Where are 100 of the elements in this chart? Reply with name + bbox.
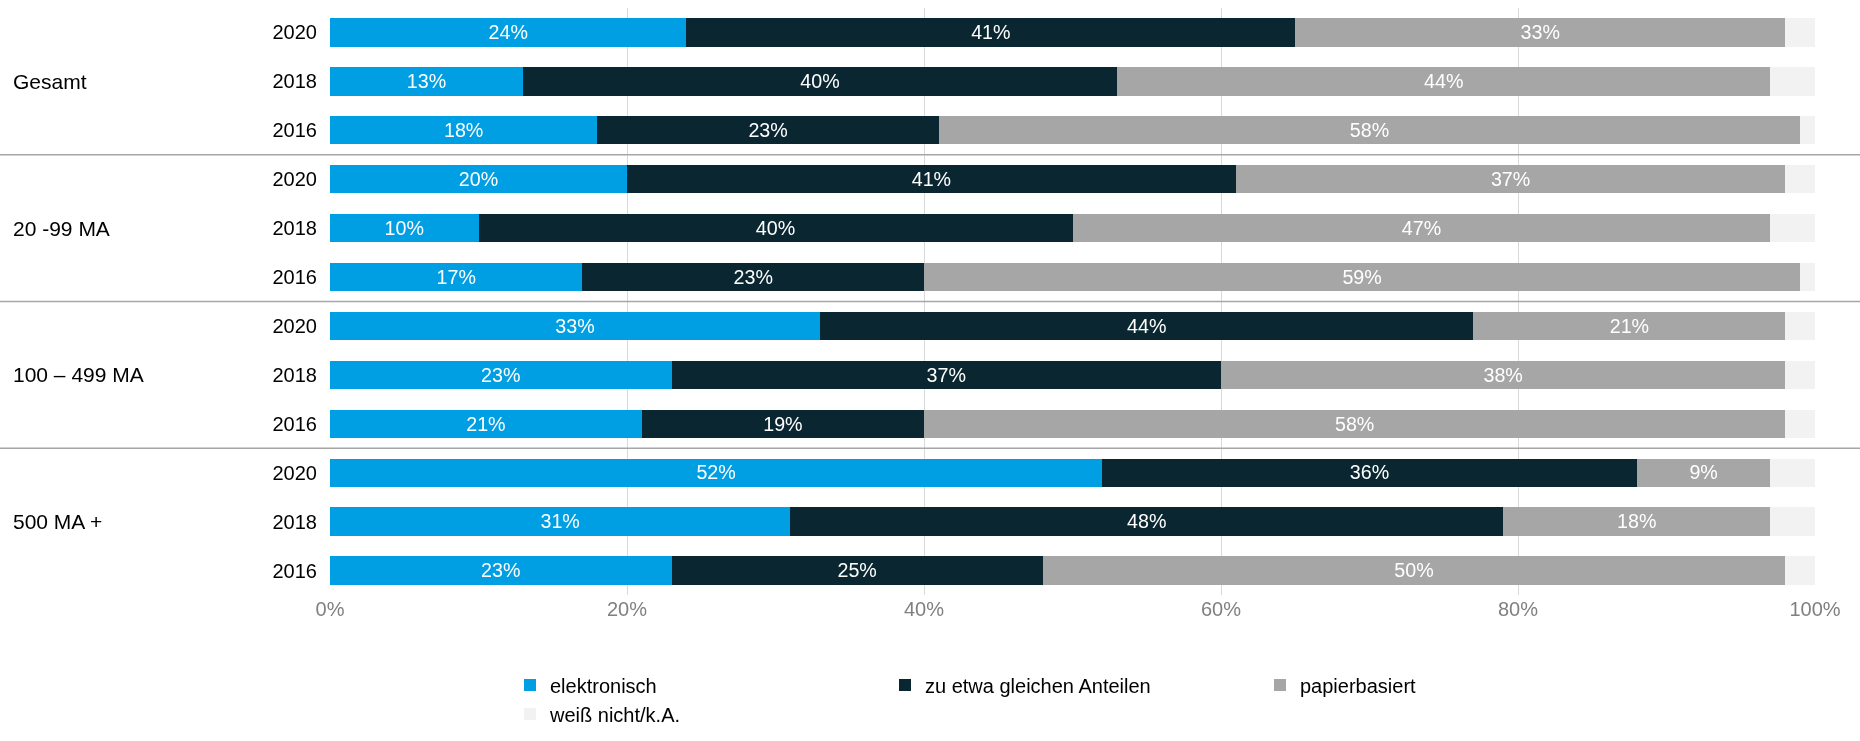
bar (1785, 311, 1815, 341)
data-label: 59% (1342, 265, 1382, 288)
data-label: 18% (1617, 510, 1657, 533)
x-tick-label: 60% (1200, 598, 1242, 620)
bar (627, 165, 1236, 194)
x-tick-label: 80% (1497, 598, 1539, 620)
data-label: 23% (481, 559, 521, 582)
bar (597, 116, 939, 145)
bar (1785, 165, 1815, 194)
data-label: 48% (1127, 510, 1167, 533)
bar (1800, 262, 1815, 292)
data-label: 47% (1401, 216, 1442, 239)
data-label: 38% (1483, 363, 1523, 386)
bar (671, 360, 1221, 390)
data-label: 20% (458, 167, 499, 190)
text: 500 MA + (13, 510, 103, 533)
data-label: 21% (1609, 314, 1650, 337)
bar (1785, 18, 1815, 47)
x-tick-label: 40% (903, 598, 945, 620)
bar (1473, 311, 1786, 341)
data-label: 33% (555, 314, 595, 337)
bar (671, 556, 1043, 585)
bar (330, 409, 642, 438)
bar (1785, 556, 1815, 585)
bar (820, 311, 1474, 341)
bar (790, 507, 1504, 536)
data-label: 33% (1520, 21, 1560, 44)
y-tick-label: 2016 (272, 266, 317, 289)
bar (1042, 556, 1786, 585)
bar (1785, 360, 1815, 390)
data-label: 19% (763, 412, 803, 435)
y-tick-label: 2020 (272, 461, 317, 484)
data-label: 58% (1334, 412, 1375, 435)
legend-label: weiß nicht/k.A. (549, 703, 681, 726)
y-tick-label: 2020 (272, 314, 317, 337)
data-label: 23% (748, 119, 788, 142)
data-label: 17% (436, 265, 476, 288)
y-tick-label: 2018 (272, 70, 317, 93)
bar (478, 213, 1073, 243)
bar (523, 67, 1118, 96)
bar (938, 116, 1801, 145)
bar (1102, 458, 1637, 487)
bar (330, 165, 627, 194)
bar (330, 67, 524, 96)
x-tick-label: 0% (315, 598, 345, 620)
data-label: 10% (384, 216, 424, 239)
x-tick-label: 20% (606, 598, 648, 620)
y-tick-label: 2016 (272, 119, 317, 142)
data-label: 31% (540, 510, 580, 533)
data-label: 18% (443, 119, 484, 142)
data-label: 44% (1424, 70, 1464, 93)
bar (924, 409, 1786, 438)
data-label: 41% (971, 21, 1011, 44)
bar (641, 409, 924, 438)
bar (1221, 360, 1786, 390)
y-tick-label: 2016 (272, 559, 317, 582)
data-label: 23% (481, 363, 521, 386)
legend-label: papierbasiert (1300, 674, 1417, 697)
data-label: 52% (696, 461, 736, 484)
bar (1770, 458, 1815, 487)
x-tick-label: 100% (1789, 598, 1841, 620)
data-label: 40% (800, 70, 840, 93)
data-label: 58% (1349, 119, 1390, 142)
bar (1770, 67, 1815, 96)
data-label: 37% (1490, 167, 1531, 190)
bar (582, 262, 924, 292)
data-label: 36% (1349, 461, 1390, 484)
bar (1770, 213, 1815, 243)
bar (330, 360, 672, 390)
text: Gesamt (13, 70, 87, 93)
data-label: 41% (911, 167, 952, 190)
bar (330, 213, 479, 243)
data-label: 25% (837, 559, 877, 582)
bar (330, 18, 687, 47)
y-tick-label: 2018 (272, 510, 317, 533)
data-label: 24% (488, 21, 528, 44)
legend-label: elektronisch (550, 674, 657, 697)
bar (1785, 409, 1815, 438)
bar (330, 311, 821, 341)
bar (1072, 213, 1771, 243)
bar (1503, 507, 1771, 536)
y-tick-label: 2016 (272, 412, 317, 435)
legend-label: zu etwa gleichen Anteilen (925, 674, 1151, 697)
bar (1770, 507, 1815, 536)
data-label: 37% (926, 363, 966, 386)
text: 20 -99 MA (13, 217, 110, 240)
text: 100 – 499 MA (13, 363, 144, 386)
bar (1800, 116, 1815, 145)
data-label: 23% (733, 265, 773, 288)
bar (330, 262, 583, 292)
bar (1235, 165, 1786, 194)
y-tick-label: 2018 (272, 363, 317, 386)
bar (330, 116, 598, 145)
y-tick-label: 2018 (272, 217, 317, 240)
data-label: 21% (466, 412, 506, 435)
data-label: 9% (1689, 461, 1718, 484)
bar (686, 18, 1296, 47)
bar (330, 458, 1103, 487)
y-tick-label: 2020 (272, 21, 317, 44)
bar (1636, 458, 1771, 487)
